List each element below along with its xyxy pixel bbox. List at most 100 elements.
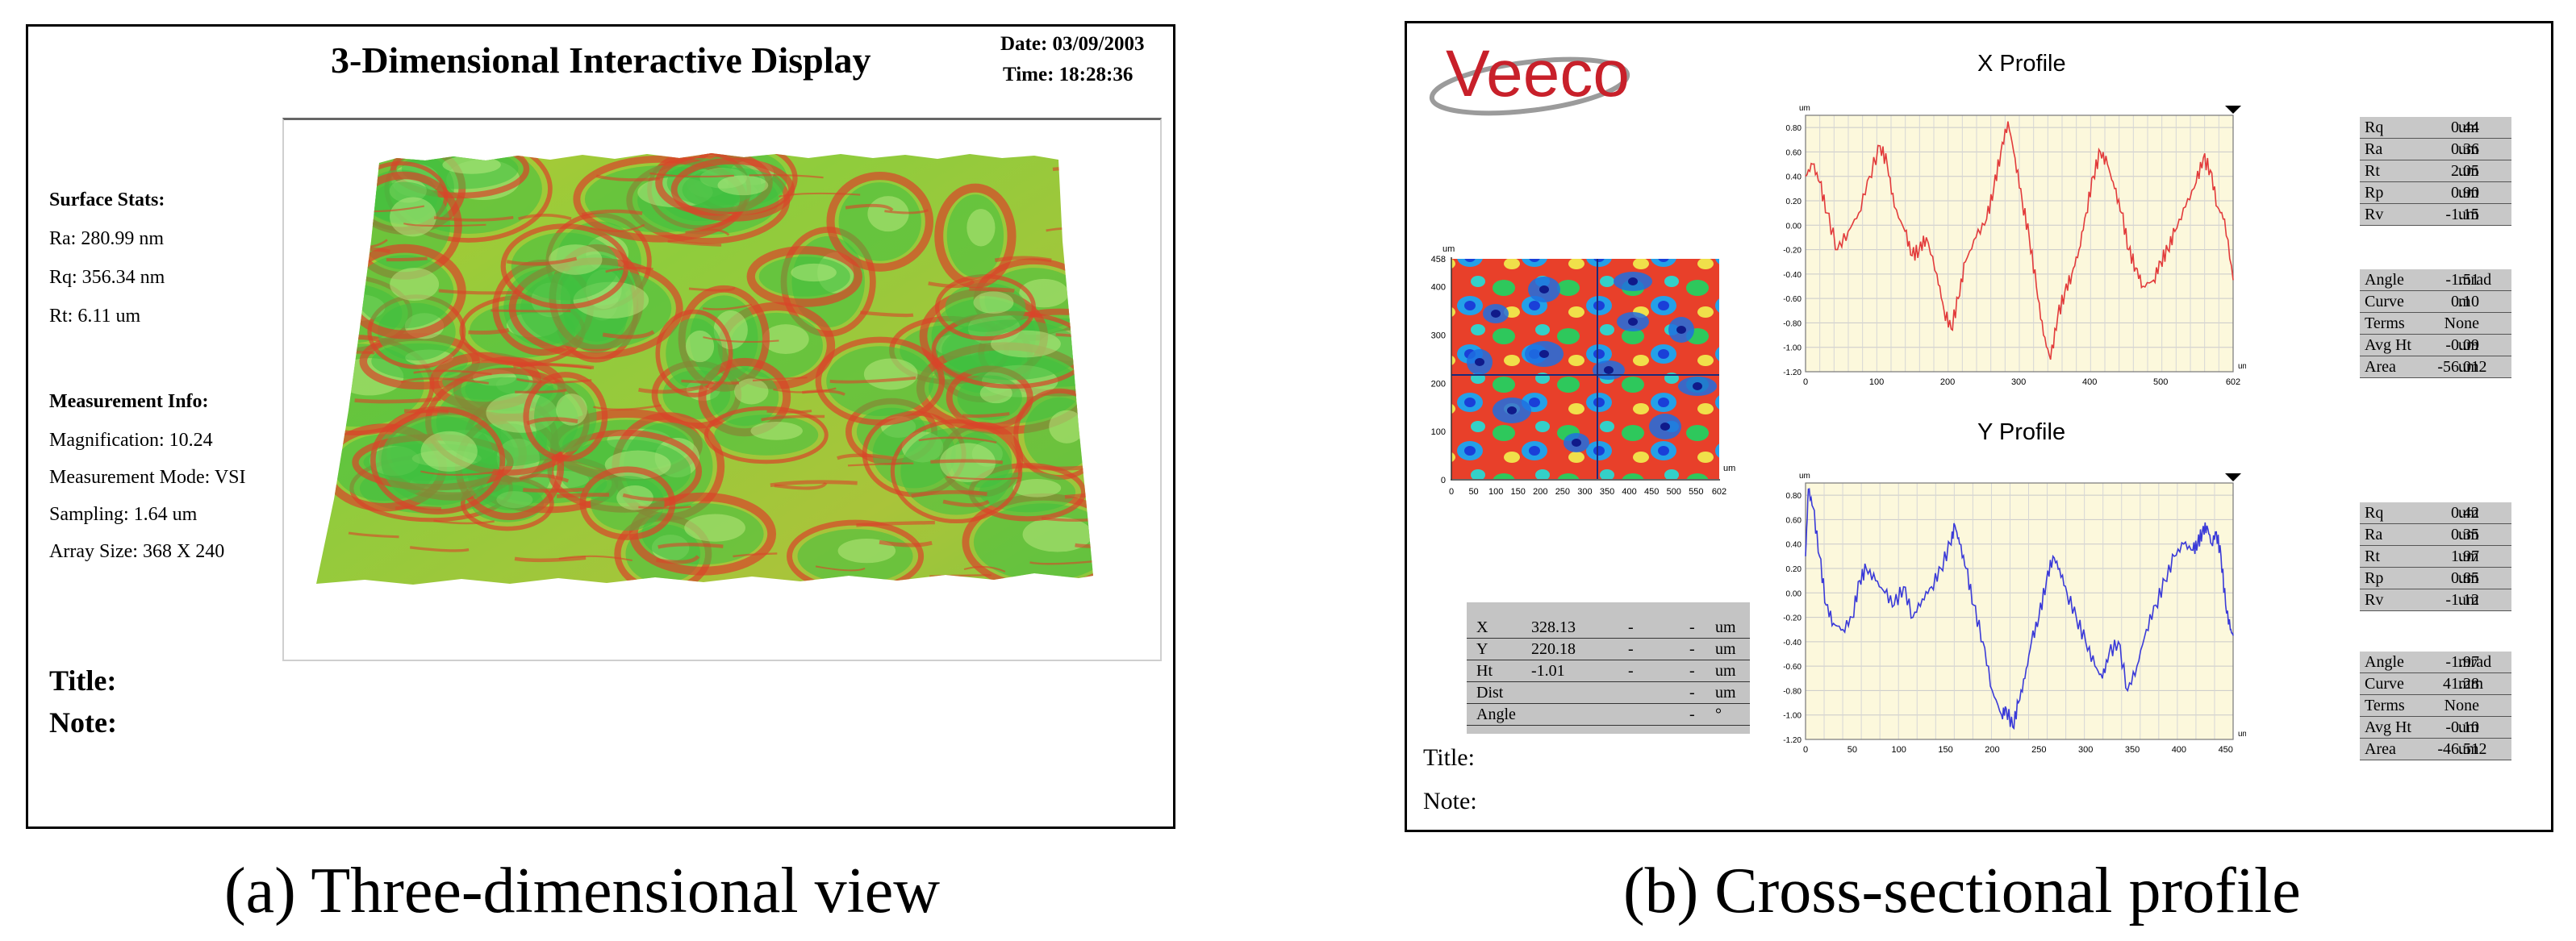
map-x-tick: 602 xyxy=(1712,487,1726,497)
grid xyxy=(1805,483,2234,740)
y-tick-label: -0.80 xyxy=(1783,319,1802,328)
map-x-tick: 450 xyxy=(1644,487,1659,497)
title-label: Title: xyxy=(49,664,117,697)
stat-unit: mrad xyxy=(2458,653,2492,671)
stat-value: -1.97 xyxy=(2445,653,2479,671)
surface-map[interactable]: um um 0 50 100 150 200 250 300 350 400 450 500 550 6… xyxy=(1423,225,1770,519)
x-roughness-stats: Rq 0.44 um Ra 0.36 um Rt 2.05 um Rp 0.90 um Rv -1.15 u… xyxy=(2360,117,2511,226)
stat-unit: um xyxy=(2458,184,2479,202)
map-x-tick: 150 xyxy=(1511,487,1526,497)
stat-name: Rq xyxy=(2365,504,2384,522)
y-tick-label: 0.40 xyxy=(1786,173,1802,182)
stat-value: 0.44 xyxy=(2451,119,2479,136)
y-axis-label: um xyxy=(1799,472,1810,481)
y-tick-label: 0.00 xyxy=(1786,222,1802,231)
stat-unit: mrad xyxy=(2458,271,2492,289)
map-x-tick: 350 xyxy=(1600,487,1614,497)
ra-value: Ra: 280.99 nm xyxy=(49,228,164,249)
map-y-tick: 400 xyxy=(1431,283,1446,293)
x-profile-title: X Profile xyxy=(1977,51,2066,77)
surface-3d-viewport[interactable] xyxy=(282,118,1162,661)
profile-series-line xyxy=(1805,488,2234,731)
y-tick-label: -0.60 xyxy=(1783,663,1802,672)
stat-value: 0.85 xyxy=(2451,569,2479,587)
y-tick-label: -0.60 xyxy=(1783,295,1802,304)
stat-value: -1.12 xyxy=(2445,591,2479,609)
stat-unit: m xyxy=(2458,293,2471,310)
stat-value: 0.36 xyxy=(2451,140,2479,158)
map-x-unit: um xyxy=(1723,464,1735,473)
y-tick-label: 0.40 xyxy=(1786,541,1802,550)
x-tick-label: 0 xyxy=(1803,745,1808,755)
x-axis-label: um xyxy=(2238,362,2246,371)
plot-area xyxy=(1806,483,2233,739)
stat-name: Area xyxy=(2365,740,2396,758)
time-label: Time: 18:28:36 xyxy=(1003,64,1134,85)
logo-text: Veeco xyxy=(1446,37,1630,110)
y-tick-label: -0.80 xyxy=(1783,687,1802,696)
stat-name: Rp xyxy=(2365,569,2384,587)
map-x-tick: 550 xyxy=(1689,487,1703,497)
stat-value: -1.15 xyxy=(2445,206,2479,223)
surface-mesh xyxy=(316,153,1093,585)
measurement-mode-value: Measurement Mode: VSI xyxy=(49,467,246,488)
stat-unit: um xyxy=(2458,162,2479,180)
stat-name: Curve xyxy=(2365,675,2404,693)
sampling-value: Sampling: 1.64 um xyxy=(49,504,198,525)
map-y-tick: 300 xyxy=(1431,331,1446,341)
y-tick-label: 0.20 xyxy=(1786,565,1802,574)
x-tick-label: 400 xyxy=(2082,377,2097,387)
veeco-logo: Veeco xyxy=(1429,37,1630,116)
readout-a: - xyxy=(1628,662,1634,680)
readout-row: Y 220.18 - - um xyxy=(1467,639,1750,660)
stat-row: Rt 2.05 um xyxy=(2360,160,2511,182)
stat-name: Curve xyxy=(2365,293,2404,310)
x-tick-label: 450 xyxy=(2219,745,2233,755)
surface-3d-plot[interactable] xyxy=(284,120,1160,660)
x-tick-label: 350 xyxy=(2125,745,2140,755)
stat-unit: um xyxy=(2458,591,2479,609)
y-profile-chart[interactable]: 0.80 0.60 0.40 0.20 0.00 -0.20 -0.40 -0.60 -0.80… xyxy=(1778,459,2246,789)
profile-marker-icon[interactable] xyxy=(2225,473,2241,481)
stat-row: Ra 0.36 um xyxy=(2360,139,2511,160)
y-tick-label: -1.20 xyxy=(1783,736,1802,745)
x-tick-label: 100 xyxy=(1892,745,1906,755)
stat-name: Rv xyxy=(2365,206,2384,223)
stat-row: Area -56.01 um2 xyxy=(2360,356,2511,378)
readout-k: Angle xyxy=(1476,706,1516,723)
stat-value: None xyxy=(2444,697,2479,714)
readout-a: - xyxy=(1628,618,1634,636)
stat-value: -1.51 xyxy=(2445,271,2479,289)
y-tick-label: -0.20 xyxy=(1783,614,1802,623)
readout-u: um xyxy=(1715,640,1736,658)
stat-unit: mm xyxy=(2458,675,2484,693)
map-x-tick: 400 xyxy=(1622,487,1636,497)
x-tick-label: 500 xyxy=(2153,377,2168,387)
cursor-readout: X 328.13 - - um Y 220.18 - - um Ht -1.01 - - um Dist - um… xyxy=(1467,602,1750,734)
stat-unit: um2 xyxy=(2458,740,2487,758)
stat-name: Rt xyxy=(2365,548,2380,565)
note-label: Note: xyxy=(49,706,117,739)
x-tick-label: 300 xyxy=(2078,745,2093,755)
readout-k: Ht xyxy=(1476,662,1493,680)
stat-unit: um2 xyxy=(2458,358,2487,376)
stat-value: 2.05 xyxy=(2451,162,2479,180)
stat-unit: um xyxy=(2458,526,2479,543)
y-tick-label: 0.20 xyxy=(1786,198,1802,206)
readout-u: ° xyxy=(1715,706,1722,723)
array-size-value: Array Size: 368 X 240 xyxy=(49,541,225,562)
stat-name: Angle xyxy=(2365,271,2404,289)
title-label: Title: xyxy=(1423,744,1475,771)
date-label: Date: 03/09/2003 xyxy=(1000,33,1145,55)
readout-row: Ht -1.01 - - um xyxy=(1467,660,1750,682)
map-x-tick: 300 xyxy=(1577,487,1592,497)
map-x-tick: 0 xyxy=(1449,487,1454,497)
y-tick-label: -0.20 xyxy=(1783,247,1802,256)
x-profile-chart[interactable]: 0.80 0.60 0.40 0.20 0.00 -0.20 -0.40 -0.60 -0.80… xyxy=(1778,91,2246,422)
profile-marker-icon[interactable] xyxy=(2225,106,2241,114)
y-profile-title: Y Profile xyxy=(1977,419,2066,445)
map-y-tick: 100 xyxy=(1431,427,1446,437)
y-tick-label: 0.60 xyxy=(1786,148,1802,157)
readout-u: um xyxy=(1715,662,1736,680)
y-tick-label: 0.00 xyxy=(1786,589,1802,598)
